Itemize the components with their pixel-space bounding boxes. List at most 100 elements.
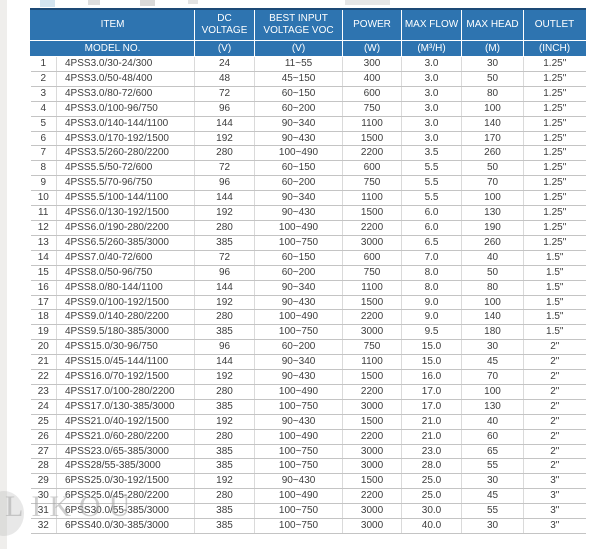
- cell-max-flow: 3.0: [401, 116, 463, 132]
- cell-max-flow: 3.0: [401, 131, 463, 147]
- cell-max-flow: 3.0: [401, 71, 463, 87]
- cell-dc-voltage: 96: [194, 101, 256, 117]
- col-header-item: ITEM: [29, 8, 196, 41]
- cell-no: 17: [30, 295, 57, 311]
- cell-dc-voltage: 385: [194, 458, 256, 475]
- cell-power: 3000: [342, 324, 403, 341]
- cell-dc-voltage: 385: [194, 235, 256, 251]
- cropped-artifact: [88, 0, 100, 5]
- cell-no: 26: [30, 429, 57, 445]
- col-unit-max-head: (M): [461, 40, 525, 57]
- table-row: 5 4PSS3.0/140-144/1100 144 90~340 1100 3.0 140…: [30, 116, 586, 132]
- cell-no: 1: [30, 56, 57, 72]
- cell-dc-voltage: 280: [194, 309, 256, 326]
- cell-model-no: 4PSS15.0/45-144/1100: [56, 354, 196, 371]
- cell-no: 29: [30, 473, 57, 490]
- cell-power: 2200: [342, 429, 403, 445]
- cell-model-no: 4PSS5.5/70-96/750: [56, 175, 196, 192]
- header-row-units: MODEL NO. (V) (V) (W) (M³/H) (M) (INCH): [29, 40, 587, 57]
- cell-best-input-voltage: 100~490: [254, 220, 344, 236]
- cell-no: 5: [30, 116, 57, 132]
- table-row: 3 4PSS3.0/80-72/600 72 60~150 600 3.0 80 1.25": [30, 86, 586, 102]
- cell-max-head: 180: [461, 324, 525, 341]
- cell-model-no: 4PSS21.0/60-280/2200: [56, 429, 196, 445]
- cell-best-input-voltage: 60~150: [254, 250, 344, 266]
- cell-power: 750: [342, 175, 403, 192]
- cell-model-no: 4PSS21.0/40-192/1500: [56, 414, 196, 430]
- cell-dc-voltage: 144: [194, 190, 256, 207]
- cell-no: 25: [30, 414, 57, 430]
- cell-power: 1100: [342, 116, 403, 132]
- cell-max-head: 170: [461, 131, 525, 147]
- table-row: 9 4PSS5.5/70-96/750 96 60~200 750 5.5 70 1.25": [30, 175, 586, 192]
- table-row: 6 4PSS3.0/170-192/1500 192 90~430 1500 3.0 170…: [30, 131, 586, 147]
- cell-power: 1100: [342, 280, 403, 296]
- cell-best-input-voltage: 90~430: [254, 295, 344, 311]
- cell-model-no: 6PSS25.0/30-192/1500: [56, 473, 196, 490]
- cell-power: 3000: [342, 518, 403, 534]
- cell-best-input-voltage: 90~430: [254, 131, 344, 147]
- cell-max-flow: 25.0: [401, 488, 463, 505]
- cell-outlet: 3": [523, 473, 586, 490]
- cell-power: 3000: [342, 399, 403, 415]
- pump-spec-table: ITEM DC VOLTAGE BEST INPUT VOLTAGE VOC P…: [29, 8, 587, 534]
- cell-max-flow: 40.0: [401, 518, 463, 534]
- cell-power: 750: [342, 101, 403, 117]
- table-row: 12 4PSS6.0/190-280/2200 280 100~490 2200 6.0 1…: [30, 220, 586, 236]
- cell-model-no: 4PSS6.5/260-385/3000: [56, 235, 196, 251]
- cell-max-head: 260: [461, 145, 525, 162]
- table-row: 31 6PSS30.0/55-385/3000 385 100~750 3000 30.0…: [30, 503, 586, 520]
- cell-max-head: 80: [461, 86, 525, 102]
- cell-dc-voltage: 72: [194, 250, 256, 266]
- table-row: 13 4PSS6.5/260-385/3000 385 100~750 3000 6.5 2…: [30, 235, 586, 251]
- col-header-model-no: MODEL NO.: [29, 40, 196, 57]
- cell-dc-voltage: 192: [194, 473, 256, 490]
- cell-max-flow: 21.0: [401, 429, 463, 445]
- cell-power: 1500: [342, 131, 403, 147]
- cell-max-head: 100: [461, 295, 525, 311]
- col-header-outlet: OUTLET: [523, 8, 587, 41]
- cell-model-no: 4PSS3.5/260-280/2200: [56, 145, 196, 162]
- cell-max-head: 45: [461, 488, 525, 505]
- cell-outlet: 1.25": [523, 56, 586, 72]
- cell-power: 2200: [342, 220, 403, 236]
- cell-outlet: 3": [523, 518, 586, 534]
- cell-best-input-voltage: 100~490: [254, 488, 344, 505]
- cell-model-no: 4PSS9.5/180-385/3000: [56, 324, 196, 341]
- cell-max-flow: 25.0: [401, 473, 463, 490]
- cell-best-input-voltage: 100~750: [254, 458, 344, 475]
- cell-model-no: 4PSS5.5/50-72/600: [56, 160, 196, 177]
- cell-dc-voltage: 96: [194, 265, 256, 281]
- cell-power: 3000: [342, 444, 403, 460]
- table-row: 25 4PSS21.0/40-192/1500 192 90~430 1500 21.0 4…: [30, 414, 586, 430]
- cell-model-no: 4PSS3.0/170-192/1500: [56, 131, 196, 147]
- cell-dc-voltage: 192: [194, 205, 256, 221]
- table-row: 27 4PSS23.0/65-385/3000 385 100~750 3000 23.0…: [30, 444, 586, 460]
- cell-max-head: 40: [461, 414, 525, 430]
- col-header-max-head: MAX HEAD: [461, 8, 525, 41]
- cell-no: 30: [30, 488, 57, 505]
- page-left-margin: [0, 0, 7, 549]
- cell-best-input-voltage: 90~340: [254, 280, 344, 296]
- cell-power: 2200: [342, 309, 403, 326]
- cell-best-input-voltage: 100~750: [254, 399, 344, 415]
- cell-dc-voltage: 72: [194, 160, 256, 177]
- cell-max-flow: 6.5: [401, 235, 463, 251]
- cell-dc-voltage: 385: [194, 503, 256, 520]
- cell-dc-voltage: 144: [194, 116, 256, 132]
- cell-no: 10: [30, 190, 57, 207]
- cell-max-head: 30: [461, 518, 525, 534]
- cell-outlet: 1.5": [523, 309, 586, 326]
- cell-best-input-voltage: 60~200: [254, 101, 344, 117]
- cell-dc-voltage: 72: [194, 86, 256, 102]
- cell-outlet: 1.25": [523, 175, 586, 192]
- cell-max-head: 45: [461, 354, 525, 371]
- cell-dc-voltage: 385: [194, 324, 256, 341]
- cell-outlet: 1.25": [523, 235, 586, 251]
- cell-model-no: 6PSS30.0/55-385/3000: [56, 503, 196, 520]
- table-row: 4 4PSS3.0/100-96/750 96 60~200 750 3.0 100 1.25…: [30, 101, 586, 117]
- cell-best-input-voltage: 90~430: [254, 369, 344, 385]
- table-header: ITEM DC VOLTAGE BEST INPUT VOLTAGE VOC P…: [29, 8, 587, 57]
- cell-power: 2200: [342, 384, 403, 400]
- cell-no: 15: [30, 265, 57, 281]
